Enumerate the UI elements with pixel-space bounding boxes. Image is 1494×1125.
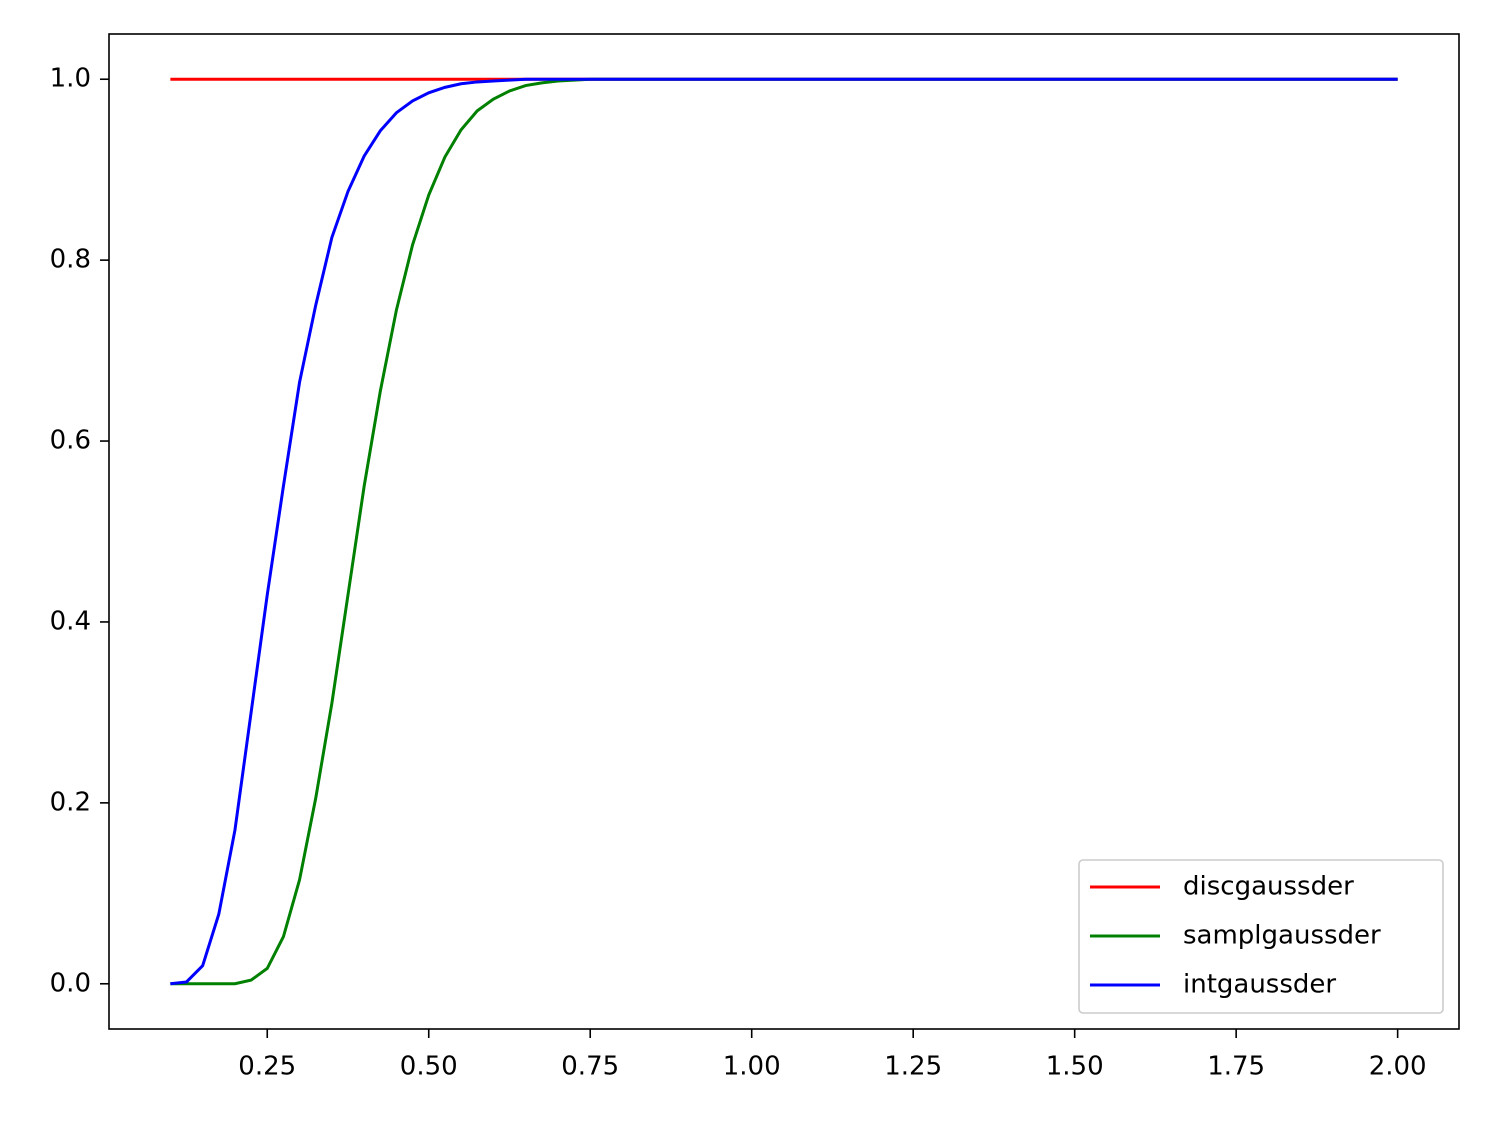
y-tick-label: 0.2 [50, 787, 91, 817]
series-line [170, 77, 1398, 986]
plot-frame [108, 33, 1460, 1030]
y-tick-label: 0.6 [50, 426, 91, 456]
x-tick-label: 1.75 [1207, 1052, 1265, 1082]
y-tick-label: 0.8 [50, 245, 91, 275]
x-tick-label: 1.00 [723, 1052, 781, 1082]
x-tick-label: 1.50 [1046, 1052, 1104, 1082]
legend-label: intgaussder [1183, 970, 1336, 1000]
x-tick-label: 2.00 [1369, 1052, 1427, 1082]
x-tick-label: 0.25 [238, 1052, 296, 1082]
legend-label: samplgaussder [1183, 921, 1381, 951]
x-tick-label: 1.25 [884, 1052, 942, 1082]
y-tick-label: 1.0 [50, 64, 91, 94]
legend-box [1078, 859, 1444, 1014]
x-tick-label: 0.50 [400, 1052, 458, 1082]
y-tick-label: 0.0 [50, 968, 91, 998]
y-tick-label: 0.4 [50, 606, 91, 636]
x-tick-label: 0.75 [561, 1052, 619, 1082]
legend-label: discgaussder [1183, 872, 1354, 902]
